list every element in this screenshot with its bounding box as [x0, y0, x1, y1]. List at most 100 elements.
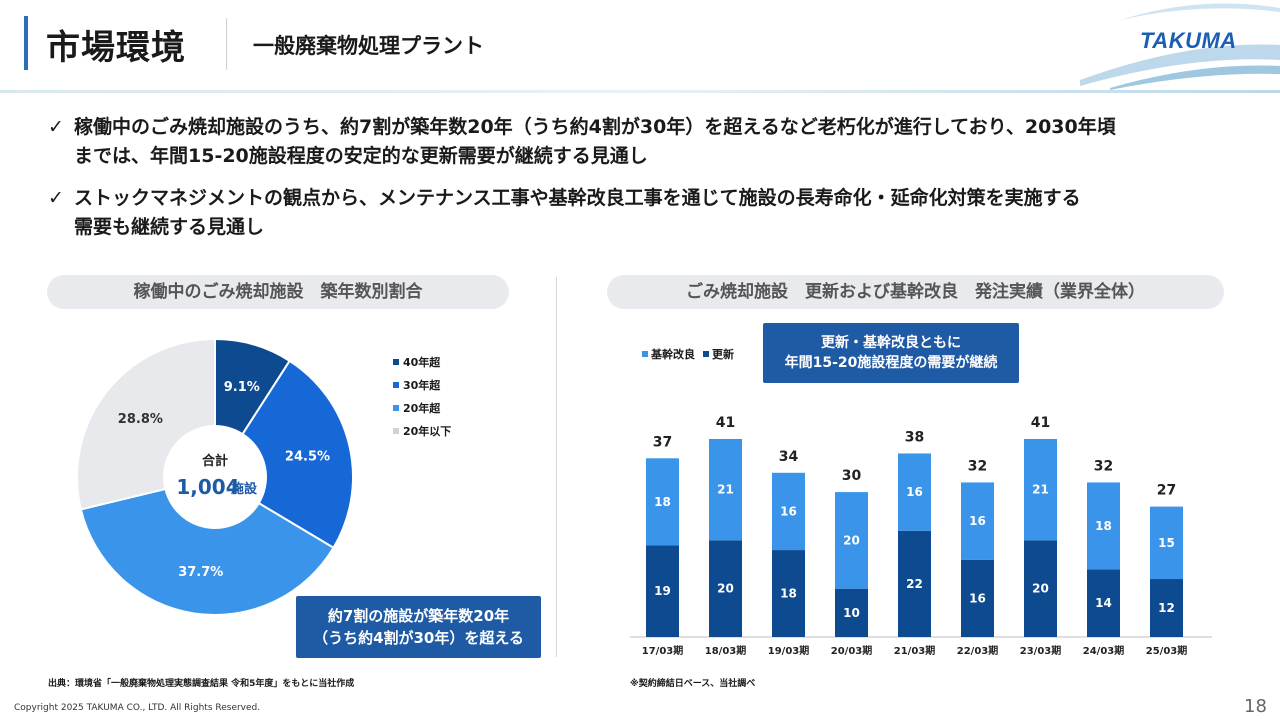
- x-tick-label: 18/03期: [705, 644, 746, 657]
- x-tick-label: 22/03期: [957, 644, 998, 657]
- bullet-1-line-2: までは、年間15-20施設程度の安定的な更新需要が継続する見通し: [74, 145, 648, 167]
- pie-legend-label: 20年以下: [403, 424, 452, 438]
- bar-value-label: 18: [780, 587, 797, 601]
- bar-value-label: 18: [654, 495, 671, 509]
- pie-legend-swatch: [393, 404, 399, 411]
- x-tick-label: 19/03期: [768, 644, 809, 657]
- bar-segment-koushin: [1087, 569, 1120, 637]
- bar-value-label: 22: [906, 577, 923, 591]
- x-tick-label: 17/03期: [642, 644, 683, 657]
- age-distribution-donut-chart: 合計 1,004 施設 9.1% 24.5% 37.7% 28.8%: [76, 337, 354, 616]
- donut-center-value: 1,004: [176, 475, 239, 499]
- bar-segment-kikan: [709, 438, 742, 541]
- bar-value-label: 18: [1095, 519, 1112, 533]
- pie-slice-label-1: 24.5%: [285, 449, 330, 464]
- bar-segment-kikan: [835, 492, 868, 589]
- check-icon: ✓: [48, 116, 64, 138]
- bar-total-label: 32: [968, 458, 987, 474]
- bar-total-label: 30: [842, 468, 862, 484]
- bar-value-label: 20: [717, 582, 734, 596]
- check-icon: ✓: [48, 187, 64, 209]
- donut-center-unit: 施設: [231, 481, 258, 497]
- pie-legend-swatch: [393, 427, 399, 434]
- header-divider: [0, 90, 1280, 93]
- bar-panel-heading: ごみ焼却施設 更新および基幹改良 発注実績（業界全体）: [607, 275, 1224, 309]
- bar-legend-item: 基幹改良: [642, 346, 695, 362]
- bar-value-label: 16: [969, 591, 986, 605]
- bar-segment-kikan: [1087, 482, 1120, 570]
- header-swoosh-decoration: [1080, 3, 1280, 90]
- bar-legend-label: 更新: [712, 348, 734, 361]
- bar-legend: 基幹改良 更新: [642, 346, 742, 362]
- pie-legend-item: 30年超: [393, 373, 451, 396]
- bar-value-label: 10: [843, 606, 860, 620]
- pie-legend-item: 40年超: [393, 350, 451, 373]
- bar-value-label: 20: [843, 533, 860, 547]
- bar-footnote: ※契約締結日ベース、当社調べ: [630, 679, 756, 689]
- pie-slice-1: [213, 359, 354, 550]
- bar-segment-kikan: [646, 458, 679, 546]
- pie-slice-label-3: 28.8%: [118, 412, 163, 427]
- bar-value-label: 16: [969, 514, 986, 528]
- bar-value-label: 21: [717, 483, 734, 497]
- bar-total-label: 41: [1031, 415, 1050, 431]
- bar-callout: 更新・基幹改良ともに 年間15-20施設程度の需要が継続: [763, 323, 1019, 383]
- x-tick-label: 23/03期: [1020, 644, 1061, 657]
- bar-segment-koushin: [1150, 579, 1183, 637]
- pie-panel-heading: 稼働中のごみ焼却施設 築年数別割合: [47, 275, 509, 309]
- bar-legend-swatch: [642, 351, 648, 357]
- pie-legend-label: 20年超: [403, 401, 441, 415]
- x-tick-label: 21/03期: [894, 644, 935, 657]
- pie-callout: 約7割の施設が築年数20年 （うち約4割が30年）を超える: [296, 596, 541, 658]
- bar-total-label: 41: [716, 415, 735, 431]
- pie-legend-label: 40年超: [403, 355, 441, 369]
- donut-hole: [163, 425, 267, 529]
- bar-value-label: 15: [1158, 536, 1175, 550]
- pie-callout-line-2: （うち約4割が30年）を超える: [313, 629, 524, 647]
- bar-value-label: 14: [1095, 596, 1112, 610]
- orders-stacked-bar-chart: 19 18 37 17/03期 20 21 41 18/03期 18 16 34 19/03期 10 20…: [630, 415, 1212, 657]
- bar-segment-koushin: [772, 550, 805, 637]
- bar-segment-kikan: [772, 472, 805, 551]
- bar-segment-koushin: [961, 559, 994, 637]
- pie-legend-swatch: [393, 381, 399, 388]
- bar-segment-koushin: [1024, 540, 1057, 637]
- bar-callout-line-1: 更新・基幹改良ともに: [821, 335, 961, 351]
- bar-segment-kikan: [1024, 438, 1057, 541]
- bar-segment-koushin: [898, 530, 931, 637]
- company-logo: TAKUMA: [1140, 28, 1237, 53]
- pie-legend: 40年超 30年超 20年超 20年以下: [393, 350, 451, 442]
- bar-value-label: 16: [906, 485, 923, 499]
- bullet-1-line-1: 稼働中のごみ焼却施設のうち、約7割が築年数20年（うち約4割が30年）を超えるな…: [74, 116, 1116, 138]
- x-tick-label: 24/03期: [1083, 644, 1124, 657]
- pie-legend-label: 30年超: [403, 378, 441, 392]
- bar-value-label: 19: [654, 584, 671, 598]
- pie-slice-2: [79, 475, 335, 616]
- bar-legend-item: 更新: [703, 346, 734, 362]
- bar-value-label: 16: [780, 504, 797, 518]
- title-accent-bar: [24, 16, 28, 70]
- bar-value-label: 21: [1032, 483, 1049, 497]
- pie-slice-label-0: 9.1%: [224, 380, 260, 395]
- pie-legend-item: 20年以下: [393, 419, 451, 442]
- bar-segment-kikan: [961, 482, 994, 560]
- page-number: 18: [1244, 696, 1267, 717]
- bar-value-label: 12: [1158, 601, 1175, 615]
- page-subtitle: 一般廃棄物処理プラント: [253, 34, 484, 58]
- bar-legend-label: 基幹改良: [651, 348, 695, 361]
- bar-segment-kikan: [898, 453, 931, 531]
- bar-segment-kikan: [1150, 506, 1183, 580]
- title-separator: [226, 18, 227, 70]
- panel-divider: [556, 277, 557, 657]
- pie-source-note: 出典：環境省「一般廃棄物処理実態調査結果 令和5年度」をもとに当社作成: [48, 679, 355, 689]
- bar-total-label: 38: [905, 429, 924, 445]
- bullet-2-line-2: 需要も継続する見通し: [74, 216, 265, 238]
- bullet-2-line-1: ストックマネジメントの観点から、メンテナンス工事や基幹改良工事を通じて施設の長寿…: [74, 187, 1081, 209]
- pie-legend-swatch: [393, 358, 399, 365]
- donut-center-label: 合計: [202, 453, 228, 469]
- copyright: Copyright 2025 TAKUMA CO., LTD. All Righ…: [14, 703, 261, 713]
- bar-total-label: 37: [653, 434, 672, 450]
- page-title: 市場環境: [46, 28, 186, 68]
- bar-total-label: 32: [1094, 458, 1113, 474]
- bar-legend-swatch: [703, 351, 709, 357]
